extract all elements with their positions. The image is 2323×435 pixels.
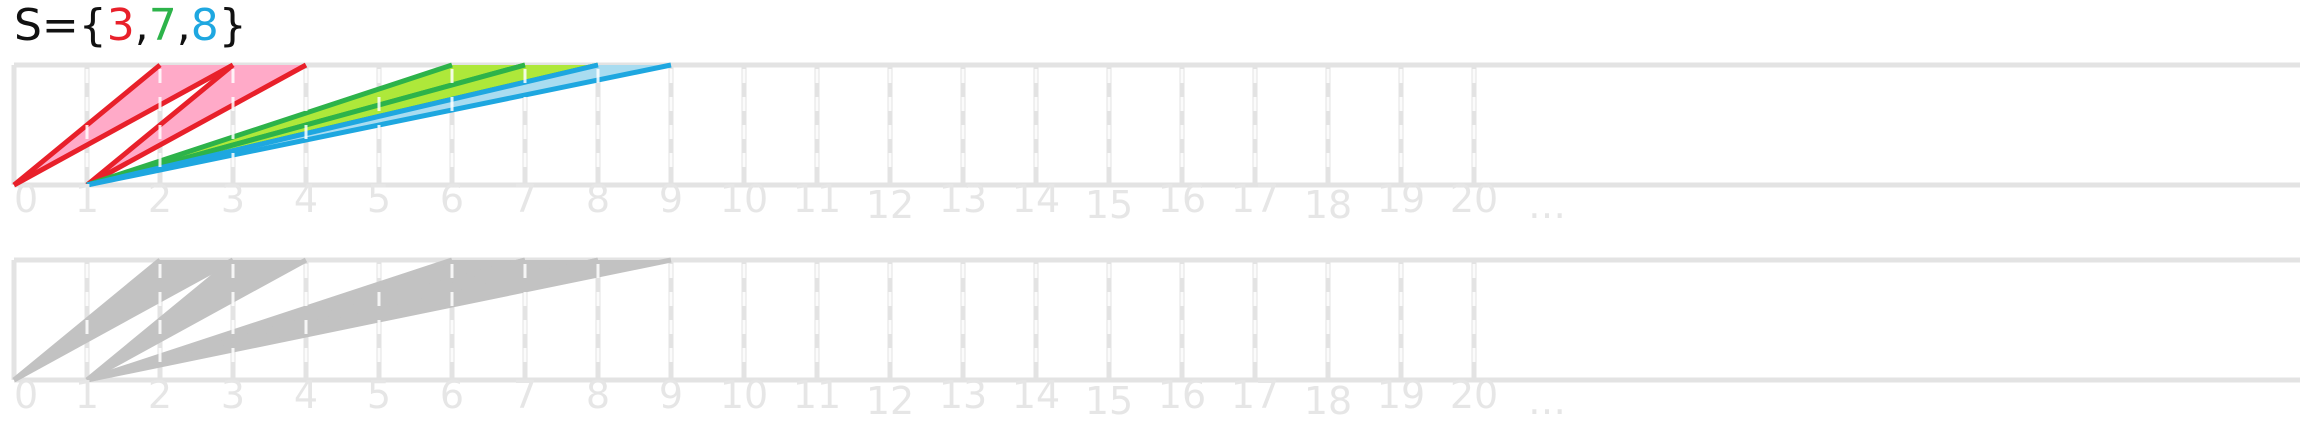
tick-label: 2 <box>148 373 172 417</box>
band-edge <box>86 257 453 383</box>
tick-label: 17 <box>1231 177 1279 221</box>
set-suffix: } <box>218 0 247 51</box>
set-element-7: 7 <box>148 0 177 51</box>
tick-label: 6 <box>440 177 464 221</box>
tick-label: 3 <box>221 177 245 221</box>
tick-label: 12 <box>866 379 914 423</box>
tick-label: 4 <box>294 373 318 417</box>
tick-label: 9 <box>659 373 683 417</box>
band-edge <box>12 62 235 188</box>
tick-label: … <box>1528 379 1566 423</box>
set-separator: , <box>176 0 191 51</box>
tick-label: 11 <box>793 177 841 221</box>
tick-label: 6 <box>440 373 464 417</box>
tick-label: 10 <box>720 373 768 417</box>
tick-label: 0 <box>14 373 38 417</box>
tick-label: 1 <box>75 177 99 221</box>
tick-label: 4 <box>294 177 318 221</box>
band-edge <box>85 62 308 188</box>
tick-label: 16 <box>1158 373 1206 417</box>
tick-label: 18 <box>1304 183 1352 227</box>
tick-label: 12 <box>866 183 914 227</box>
tick-label: 7 <box>513 177 537 221</box>
tick-label: 19 <box>1377 373 1425 417</box>
tick-label: 5 <box>367 177 391 221</box>
band-edge <box>12 257 235 383</box>
set-separator: , <box>134 0 149 51</box>
tick-label: 13 <box>939 177 987 221</box>
tick-label: 8 <box>586 177 610 221</box>
tick-label: 15 <box>1085 379 1133 423</box>
tick-label: 16 <box>1158 177 1206 221</box>
tick-label: 19 <box>1377 177 1425 221</box>
tick-label: 9 <box>659 177 683 221</box>
tick-label: 10 <box>720 177 768 221</box>
tick-label: 5 <box>367 373 391 417</box>
tick-label: 20 <box>1450 177 1498 221</box>
set-element-8: 8 <box>190 0 219 51</box>
band-edge <box>85 257 308 383</box>
tick-label: 14 <box>1012 373 1060 417</box>
tick-label: 14 <box>1012 177 1060 221</box>
tick-label: 13 <box>939 373 987 417</box>
tick-label: 15 <box>1085 183 1133 227</box>
tick-label: 18 <box>1304 379 1352 423</box>
tick-label: 17 <box>1231 373 1279 417</box>
tick-label: 8 <box>586 373 610 417</box>
tick-label: 3 <box>221 373 245 417</box>
tick-label: 0 <box>14 177 38 221</box>
tick-label: 11 <box>793 373 841 417</box>
set-label: S={3,7,8} <box>14 0 247 52</box>
tick-label: 7 <box>513 373 537 417</box>
tick-label: 20 <box>1450 373 1498 417</box>
band-edge <box>86 62 453 188</box>
tick-label: 1 <box>75 373 99 417</box>
set-element-3: 3 <box>106 0 135 51</box>
tick-label: 2 <box>148 177 172 221</box>
tick-label: … <box>1528 183 1566 227</box>
set-prefix: S={ <box>14 0 107 51</box>
